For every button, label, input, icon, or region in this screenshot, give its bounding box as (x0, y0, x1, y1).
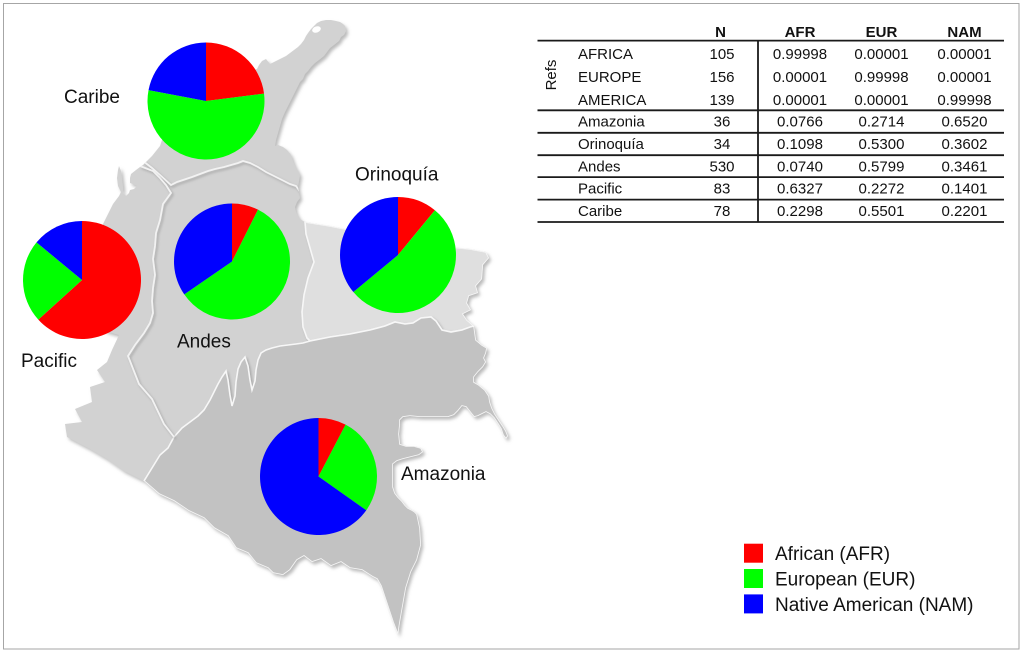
svg-text:0.0740: 0.0740 (777, 158, 823, 175)
svg-text:0.99998: 0.99998 (937, 92, 991, 109)
svg-text:Native American (NAM): Native American (NAM) (775, 595, 974, 616)
svg-text:105: 105 (709, 46, 734, 63)
svg-text:Amazonia: Amazonia (401, 464, 486, 485)
svg-text:NAM: NAM (947, 24, 981, 41)
svg-text:0.1098: 0.1098 (777, 136, 823, 153)
svg-text:36: 36 (714, 114, 731, 131)
svg-text:AFR: AFR (785, 24, 816, 41)
svg-text:EUROPE: EUROPE (578, 69, 641, 86)
svg-text:0.2201: 0.2201 (942, 203, 988, 220)
svg-text:0.6520: 0.6520 (942, 114, 988, 131)
svg-text:N: N (715, 24, 726, 41)
svg-text:EUR: EUR (866, 24, 898, 41)
svg-text:Orinoquía: Orinoquía (355, 165, 439, 186)
svg-text:0.2714: 0.2714 (859, 114, 905, 131)
svg-text:34: 34 (714, 136, 731, 153)
svg-text:Orinoquía: Orinoquía (578, 136, 645, 153)
svg-text:0.2272: 0.2272 (859, 181, 905, 198)
svg-text:0.2298: 0.2298 (777, 203, 823, 220)
svg-text:0.00001: 0.00001 (937, 69, 991, 86)
svg-text:0.3602: 0.3602 (942, 136, 988, 153)
svg-text:Caribe: Caribe (578, 203, 622, 220)
svg-text:83: 83 (714, 181, 731, 198)
svg-text:AMERICA: AMERICA (578, 92, 646, 109)
svg-text:Pacific: Pacific (21, 351, 77, 372)
svg-text:Andes: Andes (578, 158, 621, 175)
svg-text:Refs: Refs (543, 60, 560, 91)
svg-text:0.00001: 0.00001 (773, 92, 827, 109)
svg-text:156: 156 (709, 69, 734, 86)
svg-text:530: 530 (709, 158, 734, 175)
svg-text:Pacific: Pacific (578, 181, 623, 198)
svg-text:European (EUR): European (EUR) (775, 570, 915, 591)
svg-text:0.00001: 0.00001 (937, 46, 991, 63)
svg-text:Amazonia: Amazonia (578, 114, 645, 131)
svg-text:0.5799: 0.5799 (859, 158, 905, 175)
svg-text:0.0766: 0.0766 (777, 114, 823, 131)
svg-text:139: 139 (709, 92, 734, 109)
svg-text:Andes: Andes (177, 332, 231, 353)
svg-text:0.99998: 0.99998 (854, 69, 908, 86)
svg-text:African (AFR): African (AFR) (775, 544, 890, 565)
svg-text:0.00001: 0.00001 (773, 69, 827, 86)
svg-text:AFRICA: AFRICA (578, 46, 633, 63)
svg-text:78: 78 (714, 203, 731, 220)
svg-text:0.6327: 0.6327 (777, 181, 823, 198)
svg-text:0.1401: 0.1401 (942, 181, 988, 198)
svg-text:0.3461: 0.3461 (942, 158, 988, 175)
svg-text:0.5300: 0.5300 (859, 136, 905, 153)
svg-text:0.99998: 0.99998 (773, 46, 827, 63)
svg-text:0.00001: 0.00001 (854, 46, 908, 63)
svg-text:0.00001: 0.00001 (854, 92, 908, 109)
svg-text:0.5501: 0.5501 (859, 203, 905, 220)
svg-text:Caribe: Caribe (64, 87, 120, 108)
